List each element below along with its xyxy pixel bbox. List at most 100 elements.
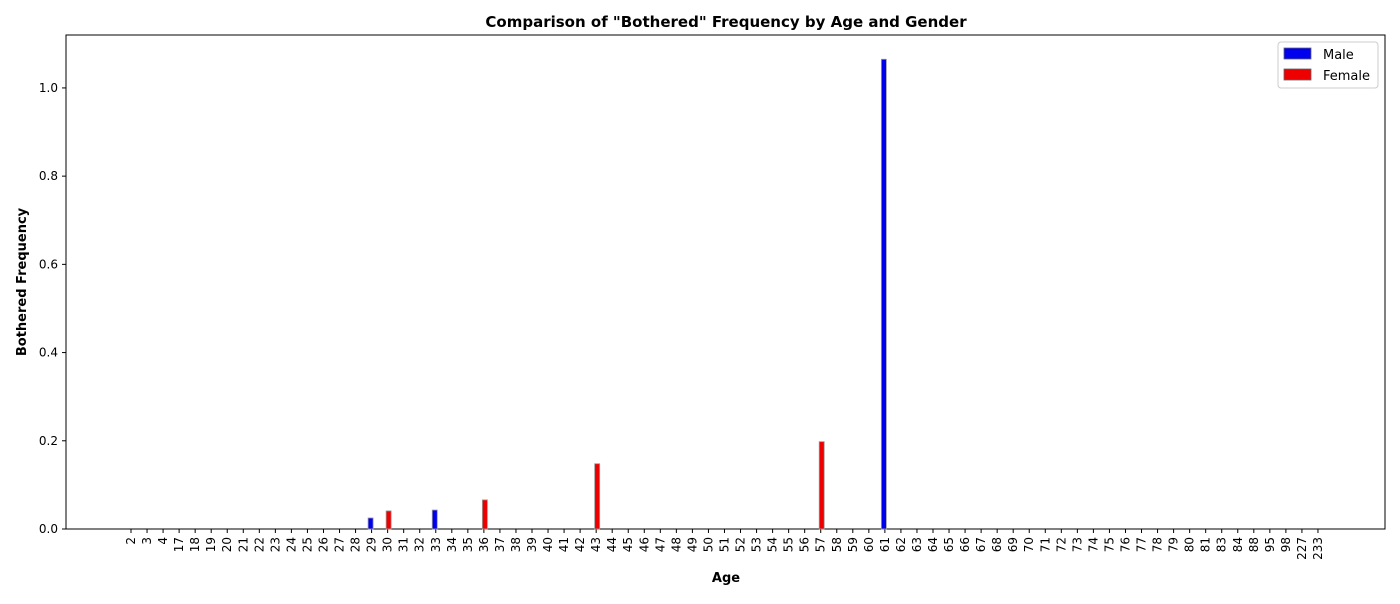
x-tick-label: 52: [734, 537, 748, 552]
legend-swatch-male: [1283, 47, 1312, 60]
x-tick-label: 69: [1006, 537, 1020, 552]
x-tick-label: 36: [477, 537, 491, 552]
x-tick-label: 26: [316, 537, 330, 552]
x-tick-label: 25: [300, 537, 314, 552]
x-tick-label: 74: [1086, 537, 1100, 552]
x-tick-label: 23: [268, 537, 282, 552]
x-tick-label: 3: [140, 537, 154, 545]
legend-label-female: Female: [1323, 69, 1370, 84]
x-tick-label: 64: [926, 537, 940, 552]
x-tick-label: 95: [1263, 537, 1277, 552]
x-tick-label: 22: [252, 537, 266, 552]
bar-female-age-43: [594, 463, 601, 530]
bar-female-age-30: [385, 510, 392, 530]
x-tick-label: 65: [942, 537, 956, 552]
x-tick-label: 51: [717, 537, 731, 552]
y-axis-ticks: 0.0 0.2 0.4 0.6 0.8 1.0: [39, 81, 66, 536]
x-axis-ticks: 2 3 4 17 18 19 20 21 22 23 24 25 26 27 28 29 30 31 32 33 34 3…: [124, 529, 1325, 560]
x-tick-label: 20: [220, 537, 234, 552]
x-tick-label: 50: [701, 537, 715, 552]
x-tick-label: 24: [284, 537, 298, 552]
x-tick-label: 66: [958, 537, 972, 552]
x-tick-label: 21: [236, 537, 250, 552]
x-tick-label: 53: [750, 537, 764, 552]
x-tick-label: 17: [172, 537, 186, 552]
x-tick-label: 233: [1311, 537, 1325, 560]
chart-title: Comparison of "Bothered" Frequency by Ag…: [485, 13, 967, 31]
x-axis-label: Age: [712, 571, 740, 586]
legend-swatch-female: [1283, 68, 1312, 81]
x-tick-label: 62: [894, 537, 908, 552]
bar-male-age-33: [431, 509, 438, 530]
x-tick-label: 83: [1215, 537, 1229, 552]
x-tick-label: 35: [461, 537, 475, 552]
x-tick-label: 39: [525, 537, 539, 552]
x-tick-label: 42: [573, 537, 587, 552]
x-tick-label: 48: [669, 537, 683, 552]
x-tick-label: 32: [413, 537, 427, 552]
bar-male-age-61: [880, 58, 887, 530]
bars: [367, 58, 887, 530]
x-tick-label: 47: [653, 537, 667, 552]
bar-female-age-36: [481, 499, 488, 530]
y-tick-label: 0.0: [39, 522, 58, 536]
x-tick-label: 37: [493, 537, 507, 552]
x-tick-label: 59: [846, 537, 860, 552]
x-tick-label: 38: [509, 537, 523, 552]
x-tick-label: 77: [1135, 537, 1149, 552]
x-tick-label: 46: [637, 537, 651, 552]
x-tick-label: 2: [124, 537, 138, 545]
x-tick-label: 63: [910, 537, 924, 552]
x-tick-label: 76: [1118, 537, 1132, 552]
x-tick-label: 78: [1151, 537, 1165, 552]
x-tick-label: 54: [766, 537, 780, 552]
x-tick-label: 79: [1167, 537, 1181, 552]
legend-label-male: Male: [1323, 48, 1354, 63]
x-tick-label: 41: [557, 537, 571, 552]
x-tick-label: 67: [974, 537, 988, 552]
x-tick-label: 57: [814, 537, 828, 552]
x-tick-label: 43: [589, 537, 603, 552]
x-tick-label: 30: [381, 537, 395, 552]
x-tick-label: 60: [862, 537, 876, 552]
x-tick-label: 80: [1183, 537, 1197, 552]
x-tick-label: 31: [397, 537, 411, 552]
x-tick-label: 72: [1054, 537, 1068, 552]
x-tick-label: 19: [204, 537, 218, 552]
x-tick-label: 27: [333, 537, 347, 552]
y-tick-label: 0.2: [39, 434, 58, 448]
x-tick-label: 40: [541, 537, 555, 552]
legend: Male Female: [1277, 41, 1379, 89]
x-tick-label: 71: [1038, 537, 1052, 552]
plot-frame: [65, 34, 1386, 530]
x-tick-label: 55: [782, 537, 796, 552]
x-tick-label: 33: [429, 537, 443, 552]
x-tick-label: 56: [798, 537, 812, 552]
y-tick-label: 0.4: [39, 346, 58, 360]
x-tick-label: 70: [1022, 537, 1036, 552]
x-tick-label: 75: [1102, 537, 1116, 552]
y-tick-label: 1.0: [39, 81, 58, 95]
x-tick-label: 28: [349, 537, 363, 552]
x-tick-label: 44: [605, 537, 619, 552]
x-tick-label: 227: [1295, 537, 1309, 560]
x-tick-label: 58: [830, 537, 844, 552]
x-tick-label: 98: [1279, 537, 1293, 552]
x-tick-label: 88: [1247, 537, 1261, 552]
x-tick-label: 34: [445, 537, 459, 552]
bar-female-age-57: [818, 441, 825, 530]
x-tick-label: 45: [621, 537, 635, 552]
bar-male-age-29: [367, 517, 374, 530]
x-tick-label: 18: [188, 537, 202, 552]
x-tick-label: 4: [156, 537, 170, 545]
x-tick-label: 73: [1070, 537, 1084, 552]
y-axis-label: Bothered Frequency: [15, 207, 30, 356]
x-tick-label: 49: [685, 537, 699, 552]
x-tick-label: 61: [878, 537, 892, 552]
x-tick-label: 81: [1199, 537, 1213, 552]
y-tick-label: 0.8: [39, 169, 58, 183]
x-tick-label: 68: [990, 537, 1004, 552]
x-tick-label: 84: [1231, 537, 1245, 552]
